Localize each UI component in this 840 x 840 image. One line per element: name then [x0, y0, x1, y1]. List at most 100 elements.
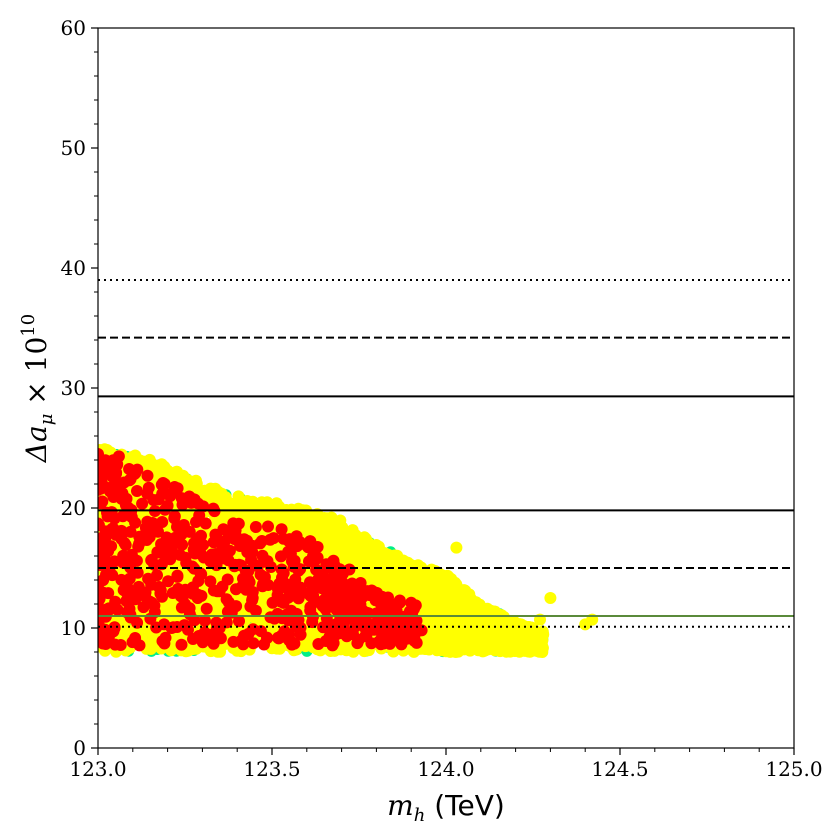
yellow-point: [407, 581, 420, 594]
red-point: [294, 536, 306, 549]
yellow-point: [358, 542, 371, 555]
red-point: [155, 538, 168, 551]
red-point: [217, 523, 230, 536]
yellow-point: [544, 592, 557, 604]
red-point: [183, 602, 196, 615]
red-point: [267, 532, 280, 545]
yellow-point: [186, 475, 199, 488]
red-point: [258, 571, 271, 584]
red-point: [415, 624, 428, 637]
red-point: [145, 596, 158, 609]
red-point: [162, 575, 175, 588]
red-point: [193, 509, 206, 522]
yellow-point: [425, 563, 438, 576]
yellow-point: [387, 569, 399, 582]
yellow-point: [487, 628, 500, 641]
yellow-point: [530, 637, 543, 650]
red-point: [142, 572, 155, 585]
yellow-point: [448, 643, 461, 656]
red-point: [230, 583, 242, 596]
red-point: [179, 551, 192, 564]
red-point: [98, 537, 106, 550]
yellow-point: [248, 510, 261, 523]
red-point: [131, 485, 143, 497]
red-point: [98, 634, 104, 646]
red-point: [278, 625, 291, 638]
red-point: [410, 636, 423, 649]
red-point: [249, 521, 262, 533]
red-point: [205, 548, 218, 561]
red-point: [304, 601, 317, 614]
red-point: [200, 602, 213, 615]
red-point: [306, 616, 319, 629]
red-point: [213, 585, 226, 598]
red-point: [220, 616, 233, 629]
yellow-point: [450, 541, 463, 554]
red-point: [119, 539, 132, 551]
data-points: [98, 443, 599, 658]
red-point: [98, 461, 108, 474]
red-point: [370, 607, 383, 620]
yellow-point: [296, 507, 309, 520]
red-point: [343, 600, 356, 613]
yellow-point: [229, 498, 242, 511]
red-point: [312, 638, 325, 650]
red-point: [152, 493, 165, 506]
red-point: [141, 469, 154, 482]
red-point: [220, 593, 233, 606]
red-point: [286, 555, 298, 568]
red-point: [169, 531, 181, 544]
red-point: [254, 537, 267, 550]
red-point: [130, 554, 143, 567]
red-point: [236, 636, 249, 649]
red-point: [228, 533, 241, 545]
red-point: [187, 633, 199, 645]
red-point: [107, 489, 120, 502]
yellow-point: [423, 631, 436, 644]
red-point: [153, 581, 165, 593]
yellow-point: [420, 573, 433, 586]
red-point: [165, 622, 178, 634]
red-point: [98, 448, 104, 460]
red-point: [177, 519, 190, 531]
red-point: [126, 636, 139, 649]
red-point: [239, 564, 252, 577]
red-point: [100, 481, 112, 494]
red-point: [98, 495, 109, 508]
yellow-point: [347, 527, 360, 540]
red-point: [256, 580, 269, 593]
red-point: [164, 490, 177, 503]
red-point: [98, 586, 110, 599]
x-tick-label: 123.5: [243, 757, 300, 781]
red-point: [140, 525, 153, 538]
red-point: [342, 582, 355, 595]
red-point: [334, 627, 346, 640]
red-point: [304, 535, 317, 548]
red-point: [227, 635, 240, 648]
red-point: [316, 582, 328, 595]
red-point: [107, 522, 120, 535]
red-point: [294, 563, 307, 576]
yellow-point: [143, 460, 156, 473]
yellow-point: [275, 508, 288, 521]
red-point: [114, 639, 127, 651]
red-point: [290, 590, 303, 603]
red-point: [275, 523, 288, 536]
red-point: [320, 612, 333, 625]
red-point: [116, 487, 129, 500]
yellow-point: [455, 633, 468, 646]
yellow-point: [464, 622, 477, 635]
red-point: [223, 544, 236, 557]
red-point: [199, 517, 212, 530]
red-point: [112, 450, 125, 463]
red-point: [166, 545, 179, 558]
red-point: [327, 554, 340, 567]
red-point: [393, 594, 406, 607]
red-point: [307, 589, 320, 602]
red-point: [204, 575, 217, 588]
red-point: [178, 619, 191, 632]
yellow-point: [329, 527, 342, 540]
x-tick-label: 124.5: [591, 757, 648, 781]
